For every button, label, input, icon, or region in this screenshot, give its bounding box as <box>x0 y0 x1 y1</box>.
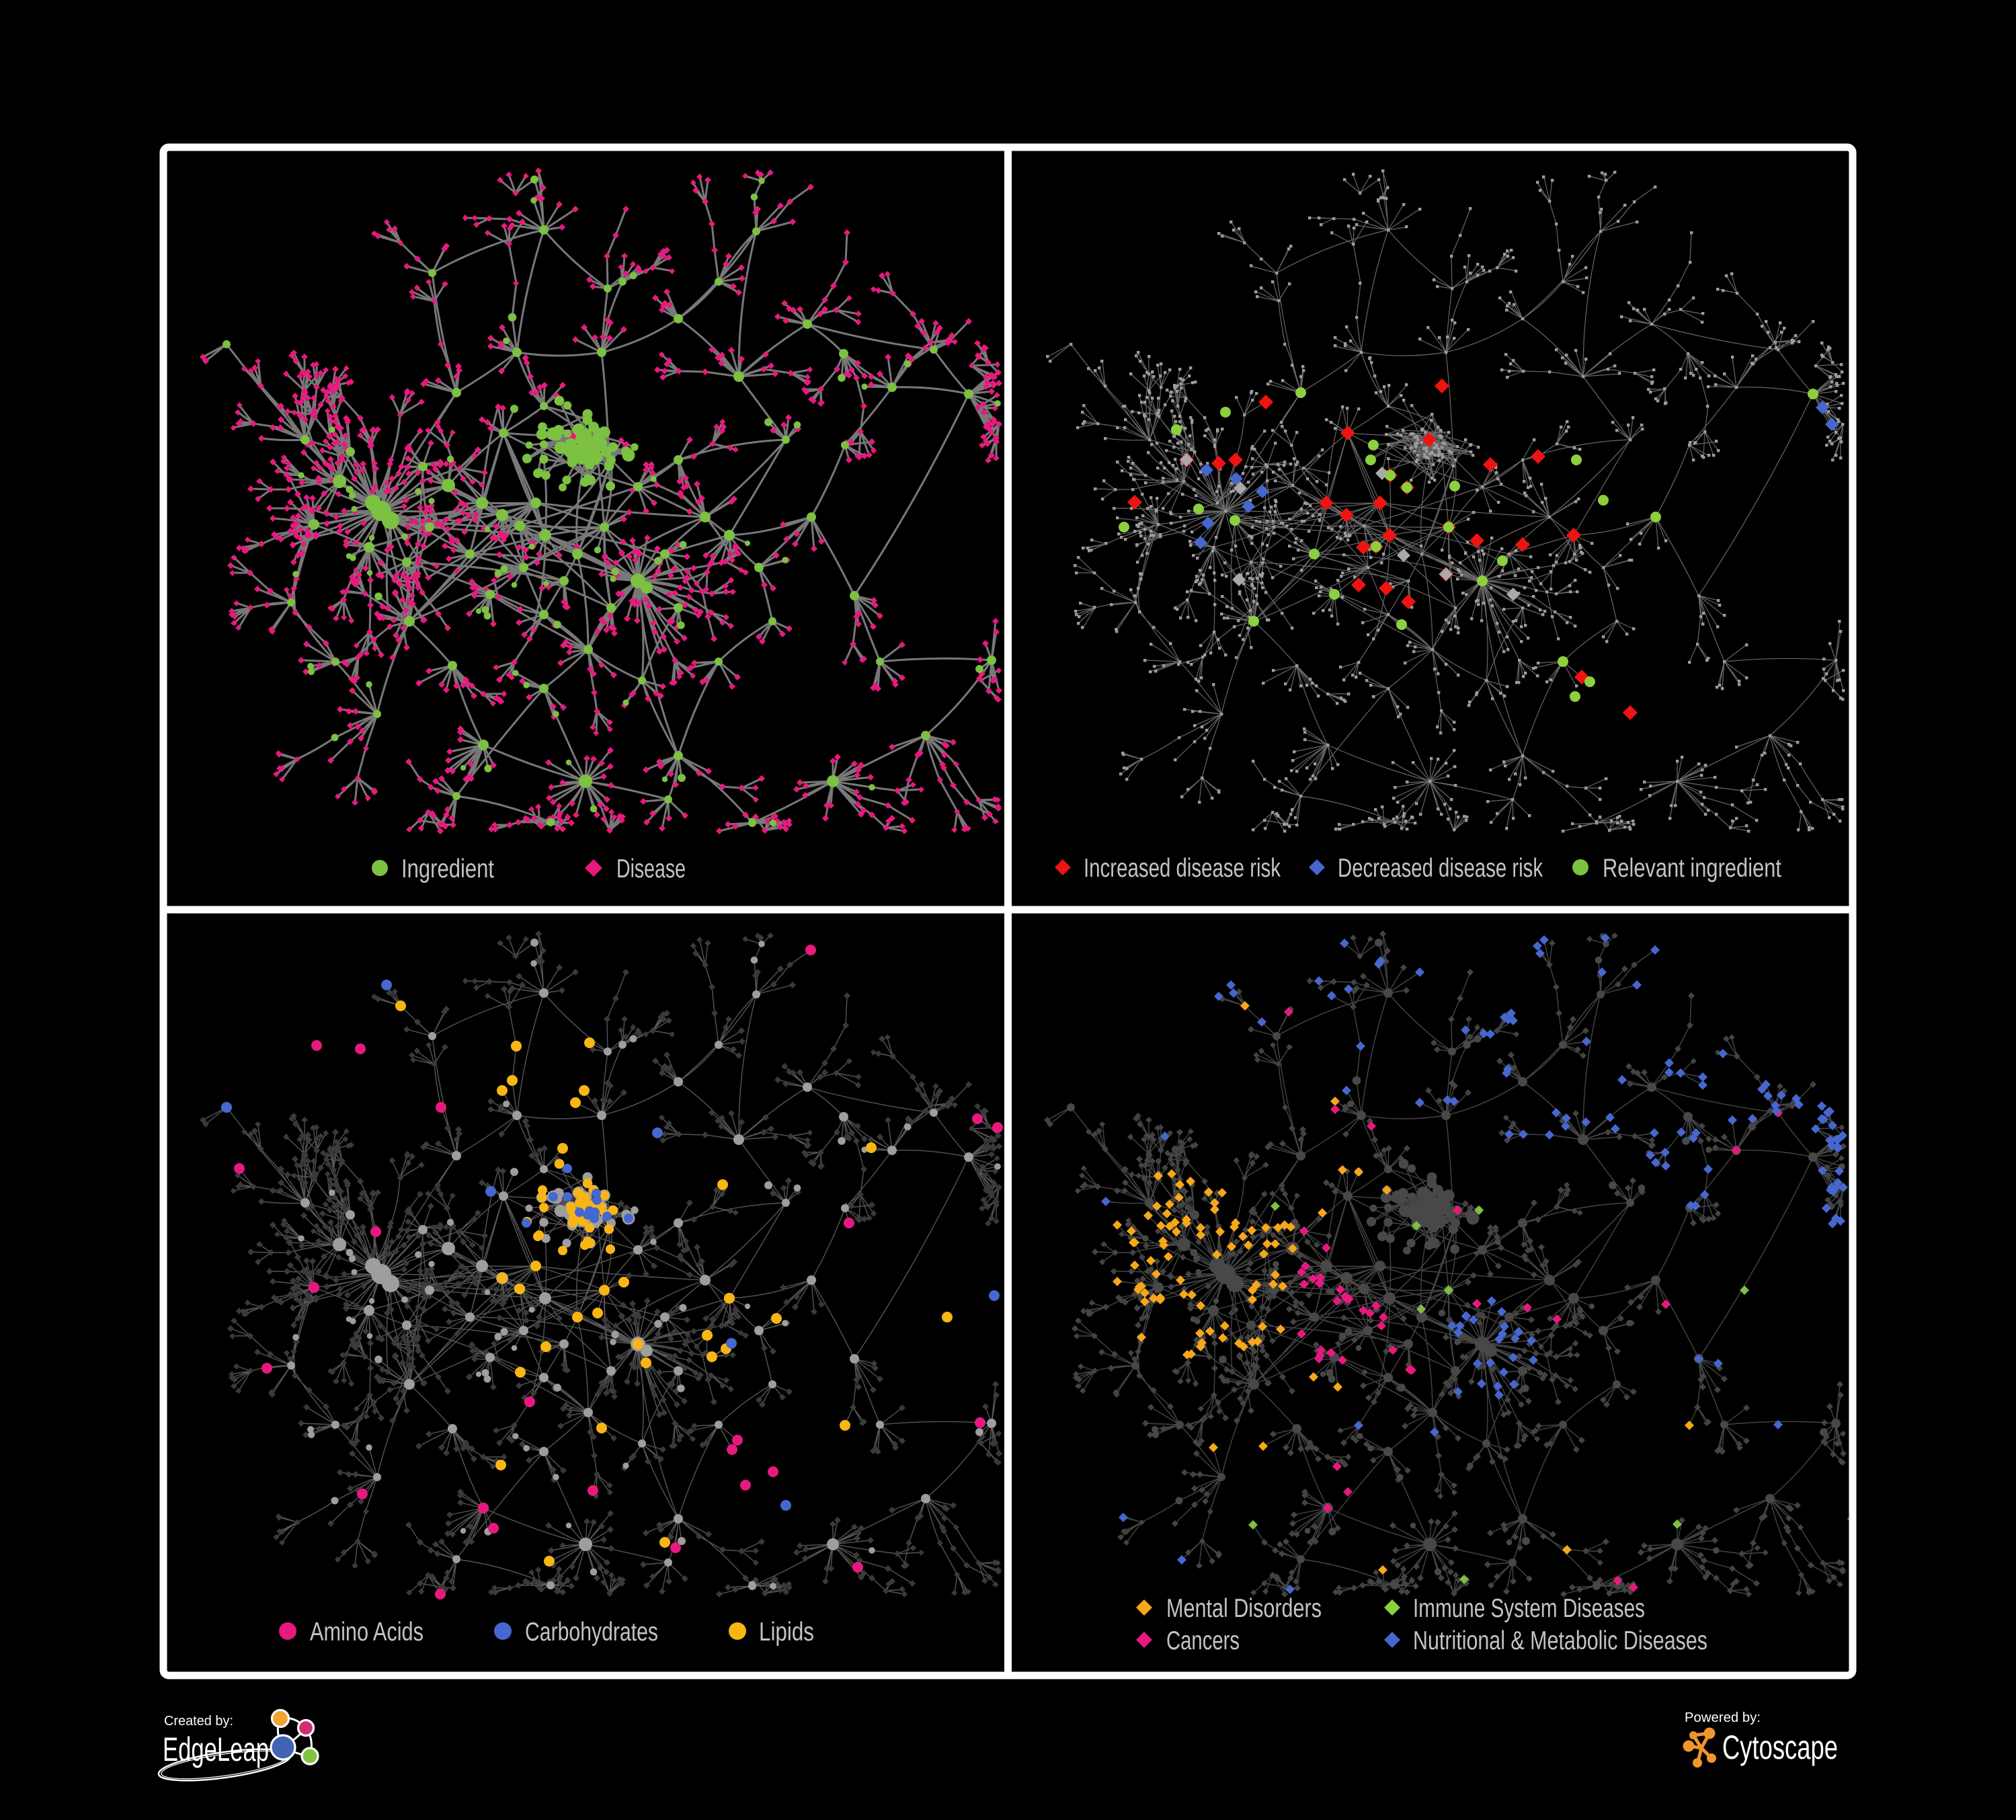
svg-text:Immune System Diseases: Immune System Diseases <box>1413 1594 1645 1623</box>
svg-text:Nutritional & Metabolic Diseas: Nutritional & Metabolic Diseases <box>1413 1626 1707 1655</box>
svg-text:Amino Acids: Amino Acids <box>310 1618 424 1647</box>
svg-text:Decreased disease risk: Decreased disease risk <box>1338 854 1543 883</box>
svg-text:Mental Disorders: Mental Disorders <box>1166 1594 1322 1623</box>
svg-text:Cancers: Cancers <box>1166 1626 1240 1655</box>
svg-text:Relevant ingredient: Relevant ingredient <box>1603 854 1781 883</box>
svg-text:Lipids: Lipids <box>759 1618 814 1647</box>
svg-text:Powered by:: Powered by: <box>1685 1710 1761 1725</box>
svg-text:Cytoscape: Cytoscape <box>1722 1729 1838 1766</box>
svg-text:Disease: Disease <box>616 855 686 883</box>
svg-text:Created by:: Created by: <box>164 1714 233 1729</box>
svg-text:Ingredient: Ingredient <box>401 855 494 883</box>
svg-text:Carbohydrates: Carbohydrates <box>525 1618 658 1647</box>
svg-text:Increased disease risk: Increased disease risk <box>1084 854 1281 883</box>
